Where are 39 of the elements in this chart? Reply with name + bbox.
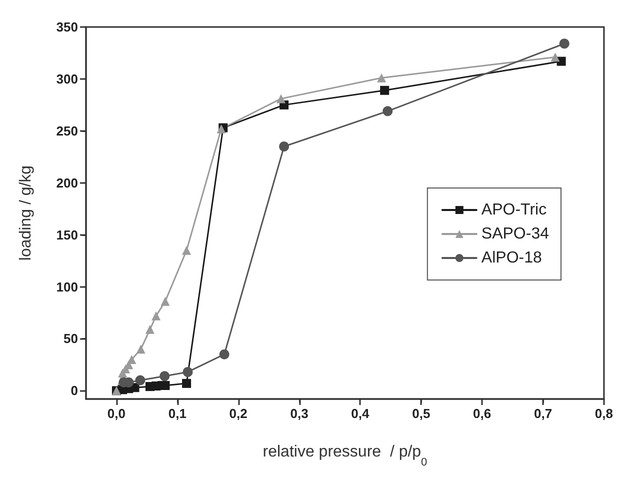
point bbox=[550, 52, 560, 62]
point bbox=[377, 73, 386, 82]
point bbox=[160, 296, 170, 306]
point bbox=[556, 56, 566, 66]
point bbox=[276, 94, 286, 104]
legend-label: SAPO-34 bbox=[481, 226, 550, 242]
x-tick-label: 0,4 bbox=[351, 406, 370, 421]
x-tick-label: 0,5 bbox=[412, 406, 430, 421]
point bbox=[182, 366, 193, 377]
x-tick-label: 0,0 bbox=[107, 406, 126, 421]
y-tick-label: 150 bbox=[56, 227, 78, 242]
legend-label: APO-Tric bbox=[481, 202, 547, 218]
x-tick-label: 0,7 bbox=[534, 406, 552, 421]
y-tick-label: 100 bbox=[56, 279, 78, 294]
y-tick-label: 0 bbox=[70, 383, 78, 398]
y-tick-label: 350 bbox=[56, 20, 78, 34]
point bbox=[160, 371, 170, 382]
point bbox=[136, 344, 146, 354]
x-tick-label: 0,8 bbox=[594, 406, 614, 421]
legend-label: AlPO-18 bbox=[481, 250, 542, 266]
x-tick-label: 0,3 bbox=[290, 406, 308, 421]
y-tick-label: 50 bbox=[64, 331, 78, 346]
point bbox=[182, 246, 192, 255]
x-tick-label: 0,2 bbox=[229, 406, 248, 421]
y-tick-label: 300 bbox=[56, 71, 78, 86]
point bbox=[279, 142, 290, 152]
x-tick-label: 0,6 bbox=[473, 406, 492, 421]
point bbox=[382, 106, 393, 116]
y-tick-label: 250 bbox=[56, 123, 78, 138]
x-tick-label: 0,1 bbox=[168, 406, 186, 421]
point bbox=[152, 311, 161, 320]
point bbox=[380, 86, 390, 95]
point bbox=[182, 378, 192, 388]
point bbox=[219, 349, 230, 360]
y-tick-label: 200 bbox=[56, 175, 78, 190]
point bbox=[559, 38, 570, 49]
point bbox=[145, 324, 154, 334]
point bbox=[135, 375, 146, 386]
y-axis-title: loading / g/kg bbox=[18, 165, 34, 261]
